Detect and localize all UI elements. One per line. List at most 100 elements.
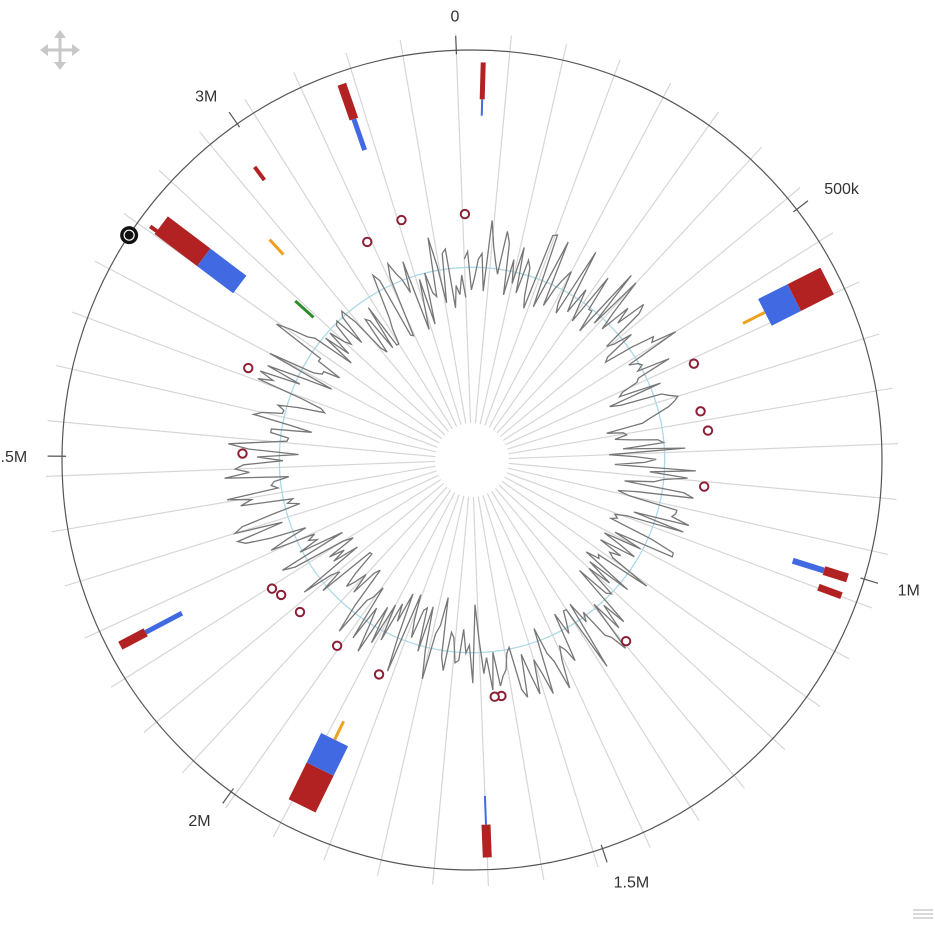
tick-mark: [792, 200, 809, 213]
radial-gridline: [399, 39, 467, 424]
radial-gridline: [432, 496, 470, 885]
feature-bar-red: [822, 566, 849, 583]
gc-skew-line: [224, 220, 696, 698]
radial-gridline: [199, 131, 449, 432]
radial-gridline: [345, 52, 462, 425]
feature-bar-red: [253, 165, 266, 182]
feature-marker: [266, 583, 278, 594]
radial-gridline: [376, 495, 465, 876]
radial-gridline: [71, 311, 438, 448]
feature-marker: [362, 236, 373, 248]
feature-bar-blue: [791, 557, 825, 574]
feature-marker: [237, 448, 248, 459]
feature-bar-blue: [306, 733, 349, 776]
radial-gridline: [64, 470, 437, 587]
radial-gridline: [498, 484, 786, 751]
radial-gridline: [482, 495, 599, 868]
radial-gridline: [323, 494, 460, 861]
tick-mark: [860, 577, 879, 584]
feature-marker: [275, 589, 287, 601]
radial-gridline: [507, 333, 880, 450]
radial-gridline: [181, 486, 448, 774]
radial-gridline: [143, 483, 444, 733]
feature-marker: [459, 208, 471, 220]
radial-gridline: [293, 72, 458, 427]
tick-mark: [228, 111, 241, 128]
radial-gridlines: [45, 33, 899, 887]
feature-bar-red: [817, 583, 843, 599]
feature-bar-red: [337, 82, 359, 121]
position-handle[interactable]: [120, 226, 139, 245]
tick-mark: [222, 788, 235, 804]
feature-tracks: [118, 62, 849, 858]
center-hole: [437, 425, 507, 495]
feature-bar-blue: [758, 284, 801, 326]
radial-gridline: [110, 479, 442, 688]
feature-bar-orange: [268, 238, 285, 256]
feature-bar-blue: [351, 118, 367, 151]
radial-gridline: [495, 488, 745, 789]
radial-gridline: [488, 82, 672, 428]
feature-bar-orange: [742, 311, 766, 325]
radial-gridline: [474, 35, 512, 424]
radial-gridline: [45, 460, 436, 477]
radial-gridline: [500, 187, 801, 437]
feature-marker: [620, 635, 632, 647]
tick-label: 2.5M: [0, 449, 27, 466]
feature-marker: [695, 406, 706, 417]
feature-bar-red: [149, 224, 165, 238]
feature-bar-red: [118, 628, 148, 650]
tick-mark: [455, 35, 458, 55]
feature-marker: [373, 669, 385, 680]
feature-bar-blue: [144, 610, 184, 635]
feature-bar-blue: [483, 795, 488, 825]
radial-gridline: [477, 496, 545, 881]
resize-grip-icon[interactable]: [911, 907, 933, 921]
radial-gridline: [158, 169, 446, 436]
feature-bar-green: [294, 299, 315, 319]
radial-gridline: [508, 387, 893, 455]
feature-marker: [688, 358, 700, 369]
radial-gridline: [244, 98, 453, 430]
position-ticks: 0 500k 1M 1.5M 2M 2.5M 3M: [0, 8, 920, 891]
tick-label: 2M: [188, 813, 210, 830]
radial-gridline: [47, 420, 436, 458]
feature-bar-red: [154, 216, 211, 267]
feature-bar-red: [787, 267, 834, 312]
tick-label: 1.5M: [614, 875, 650, 892]
tick-label: 3M: [195, 88, 217, 105]
feature-bar-blue: [197, 248, 247, 294]
tick-mark: [600, 844, 608, 863]
feature-bar-red: [479, 62, 486, 100]
tick-label: 1M: [898, 582, 920, 599]
feature-bar-red: [288, 762, 334, 813]
position-handle-ring: [123, 229, 135, 241]
radial-gridline: [507, 467, 888, 556]
radial-gridline: [491, 490, 700, 822]
tick-label: 0: [450, 8, 459, 25]
selected-position-marker[interactable]: [120, 226, 139, 245]
radial-gridline: [506, 472, 873, 609]
radial-gridline: [486, 493, 651, 848]
feature-marker: [489, 691, 500, 702]
radial-gridline: [508, 462, 897, 500]
feature-bar-orange: [333, 720, 345, 741]
pan-move-icon[interactable]: [38, 28, 82, 72]
radial-gridline: [504, 476, 850, 660]
radial-gridline: [84, 474, 439, 639]
radial-gridline: [508, 443, 899, 460]
radial-gridline: [94, 260, 440, 444]
feature-marker: [294, 606, 306, 618]
radial-gridline: [501, 480, 821, 707]
feature-marker: [698, 481, 710, 492]
feature-marker: [396, 214, 407, 226]
radial-gridline: [484, 59, 621, 426]
tick-label: 500k: [824, 181, 860, 198]
radial-gridline: [492, 111, 719, 431]
feature-bar-red: [481, 824, 492, 858]
genome-ring: [61, 49, 883, 871]
feature-marker: [243, 362, 254, 374]
feature-marker: [702, 425, 714, 436]
feature-marker: [331, 640, 343, 651]
